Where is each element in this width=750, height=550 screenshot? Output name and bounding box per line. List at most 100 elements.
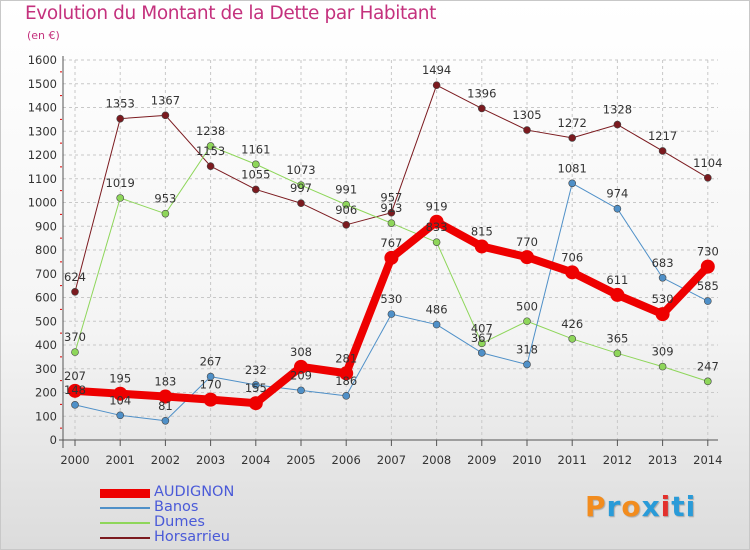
data-label-horsarrieu: 1153	[196, 144, 225, 158]
point-dumes	[568, 335, 577, 343]
point-horsarrieu	[658, 147, 667, 155]
x-tick-label: 2005	[286, 453, 315, 467]
point-audignon	[294, 359, 308, 374]
point-banos	[568, 179, 577, 188]
data-label-banos: 148	[64, 383, 86, 397]
chart-title: Evolution du Montant de la Dette par Hab…	[25, 3, 436, 24]
point-banos	[523, 360, 531, 369]
legend-swatch	[100, 507, 150, 509]
data-label-audignon: 770	[516, 235, 538, 249]
y-tick-label: 1400	[28, 101, 57, 115]
data-label-banos: 104	[109, 393, 131, 407]
y-tick-label: 600	[35, 291, 57, 305]
data-label-banos: 367	[471, 331, 493, 345]
point-audignon	[520, 250, 534, 265]
y-tick-label: 900	[35, 219, 57, 233]
y-tick-label: 800	[35, 243, 57, 257]
point-audignon	[68, 383, 82, 398]
data-label-audignon: 183	[154, 375, 176, 389]
point-horsarrieu	[523, 126, 531, 134]
point-horsarrieu	[613, 120, 622, 129]
data-label-banos: 974	[606, 187, 628, 201]
x-tick-label: 2010	[512, 453, 541, 467]
point-audignon	[700, 259, 715, 274]
data-label-banos: 209	[290, 368, 312, 382]
data-label-horsarrieu: 1328	[603, 103, 632, 117]
data-label-horsarrieu: 997	[290, 181, 312, 195]
data-label-dumes: 1161	[241, 142, 270, 156]
data-label-dumes: 1073	[286, 163, 315, 177]
data-label-banos: 232	[245, 363, 267, 377]
point-horsarrieu	[342, 221, 351, 229]
point-horsarrieu	[161, 111, 170, 120]
x-tick-label: 2009	[467, 453, 496, 467]
point-dumes	[297, 181, 305, 189]
data-label-audignon: 195	[109, 372, 131, 386]
point-audignon	[339, 366, 354, 381]
data-label-dumes: 500	[516, 299, 538, 313]
data-label-audignon: 815	[471, 224, 493, 238]
data-label-banos: 486	[426, 303, 448, 317]
point-horsarrieu	[116, 114, 124, 123]
point-horsarrieu	[71, 287, 79, 296]
x-tick-label: 2003	[196, 453, 225, 467]
data-label-horsarrieu: 1272	[558, 116, 587, 130]
point-banos	[703, 297, 712, 305]
x-tick-label: 2004	[241, 453, 270, 467]
x-tick-label: 2001	[106, 453, 135, 467]
data-label-horsarrieu: 624	[64, 270, 86, 284]
point-audignon	[203, 392, 218, 407]
point-banos	[432, 320, 441, 329]
y-tick-label: 1300	[28, 124, 57, 138]
data-label-horsarrieu: 1217	[648, 129, 677, 143]
line-chart: 0 100 200 300 400 500 600 700 800 900 1000 1100 1200…	[28, 53, 723, 467]
point-banos	[658, 273, 667, 282]
point-banos	[477, 349, 486, 357]
data-label-audignon: 281	[335, 351, 357, 365]
data-label-banos: 1081	[558, 161, 587, 175]
data-label-banos: 683	[652, 256, 674, 270]
point-banos	[71, 401, 79, 409]
x-tick-label: 2013	[648, 453, 677, 467]
data-label-banos: 186	[335, 374, 357, 388]
x-tick-label: 2000	[60, 453, 89, 467]
data-label-horsarrieu: 1305	[512, 108, 541, 122]
point-audignon	[158, 389, 173, 404]
data-label-horsarrieu: 1353	[106, 97, 135, 111]
point-dumes	[432, 238, 441, 246]
point-audignon	[113, 386, 128, 401]
data-label-dumes: 309	[652, 345, 674, 359]
y-tick-label: 1000	[28, 196, 57, 210]
y-tick-label: 200	[35, 386, 57, 400]
x-tick-label: 2011	[558, 453, 587, 467]
point-audignon	[655, 307, 670, 322]
y-tick-label: 300	[35, 362, 57, 376]
data-label-audignon: 170	[200, 378, 222, 392]
point-dumes	[523, 317, 531, 326]
point-horsarrieu	[206, 162, 215, 170]
data-label-horsarrieu: 1396	[467, 86, 496, 100]
data-label-audignon: 530	[652, 292, 674, 306]
point-audignon	[384, 250, 399, 265]
data-label-banos: 81	[158, 399, 173, 413]
x-tick-label: 2014	[693, 453, 722, 467]
y-tick-label: 1100	[28, 172, 57, 186]
x-tick-label: 2007	[377, 453, 406, 467]
data-label-audignon: 207	[64, 369, 86, 383]
point-dumes	[116, 194, 124, 202]
point-dumes	[161, 209, 170, 218]
data-label-audignon: 919	[426, 200, 448, 214]
data-label-horsarrieu: 1055	[241, 167, 270, 181]
legend-swatch	[100, 537, 150, 539]
data-label-dumes: 247	[697, 359, 719, 373]
data-label-dumes: 426	[561, 317, 583, 331]
legend-label: Banos	[154, 499, 199, 515]
data-label-dumes: 1019	[106, 176, 135, 190]
data-label-horsarrieu: 957	[380, 191, 402, 205]
data-label-audignon: 611	[606, 273, 628, 287]
point-banos	[116, 411, 124, 420]
data-label-audignon: 767	[380, 236, 402, 250]
point-horsarrieu	[703, 174, 712, 182]
point-horsarrieu	[297, 199, 305, 208]
